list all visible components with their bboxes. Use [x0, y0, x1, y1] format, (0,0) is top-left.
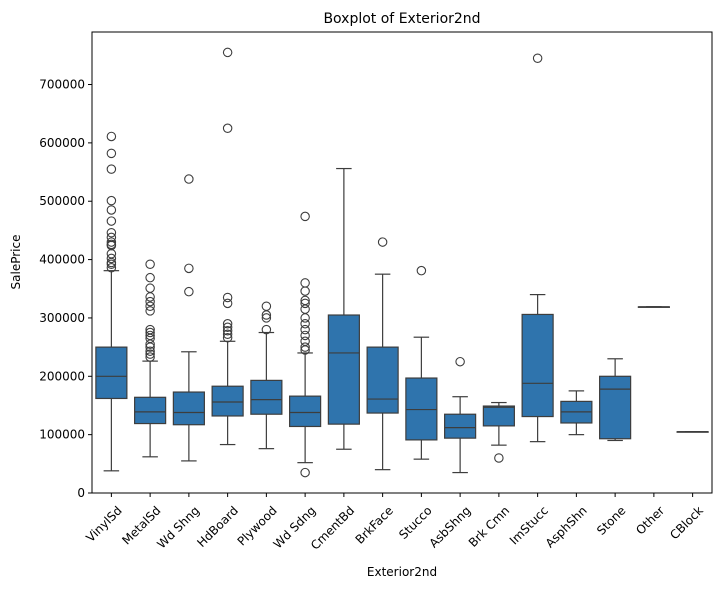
- x-tick-label-cblock: CBlock: [667, 503, 706, 542]
- outlier-wd-sdng: [300, 286, 310, 296]
- y-tick-label: 400000: [39, 253, 85, 267]
- box-cmentbd: [327, 314, 360, 425]
- box-metalsd: [134, 396, 167, 425]
- outlier-hdboard: [222, 47, 233, 58]
- outlier-metalsd: [145, 327, 155, 338]
- outlier-wd-sdng: [300, 467, 310, 478]
- x-tick-label-stone: Stone: [594, 503, 628, 537]
- outlier-wd-sdng: [300, 304, 310, 314]
- outlier-brk-cmn: [494, 453, 504, 463]
- outlier-hdboard: [222, 292, 233, 303]
- outlier-vinylsd: [106, 195, 117, 206]
- x-tick-label-hdboard: HdBoard: [194, 503, 241, 550]
- outlier-metalsd: [145, 301, 155, 312]
- outlier-hdboard: [222, 329, 233, 340]
- outlier-vinylsd: [106, 148, 117, 159]
- outlier-metalsd: [145, 292, 155, 302]
- outlier-metalsd: [145, 342, 155, 352]
- y-tick-label: 300000: [39, 311, 85, 325]
- outlier-wd-sdng: [300, 298, 310, 309]
- outlier-metalsd: [145, 259, 155, 270]
- outlier-metalsd: [145, 346, 155, 356]
- y-tick-label: 700000: [39, 78, 85, 92]
- y-tick-label: 600000: [39, 136, 85, 150]
- outlier-wd-sdng: [300, 345, 310, 355]
- outlier-vinylsd: [106, 253, 117, 264]
- outlier-wd-sdng: [300, 342, 310, 352]
- outlier-wd-sdng: [300, 330, 310, 341]
- plot-area: 0 100000 200000 300000 400000 500000 600000 700…: [39, 31, 713, 553]
- x-tick-label-vinylsd: VinylSd: [83, 503, 124, 544]
- outlier-metalsd: [145, 349, 155, 359]
- x-tick-label-other: Other: [633, 503, 667, 537]
- y-tick-label: 200000: [39, 369, 85, 383]
- x-tick-label-asbshng: AsbShng: [426, 503, 473, 550]
- box-wd-shng: [172, 391, 205, 426]
- box-imstucc: [521, 313, 554, 418]
- x-axis-title: Exterior2nd: [367, 565, 437, 579]
- axes-frame: [91, 31, 713, 494]
- box-vinylsd: [95, 346, 128, 400]
- chart-title: Boxplot of Exterior2nd: [323, 11, 480, 27]
- x-tick-label-brk-cmn: Brk Cmn: [466, 503, 512, 549]
- outlier-metalsd: [145, 296, 155, 307]
- outlier-wd-sdng: [300, 211, 310, 222]
- y-tick-label: 100000: [39, 428, 85, 442]
- outlier-wd-sdng: [300, 313, 310, 323]
- box-wd-sdng: [289, 395, 322, 428]
- outlier-vinylsd: [106, 237, 117, 247]
- outlier-asbshng: [455, 356, 465, 367]
- outlier-metalsd: [145, 306, 155, 316]
- outlier-vinylsd: [106, 131, 117, 142]
- box-plywood: [250, 379, 283, 415]
- outlier-hdboard: [222, 326, 233, 336]
- outlier-vinylsd: [106, 227, 117, 238]
- outlier-vinylsd: [106, 205, 117, 215]
- outlier-wd-sdng: [300, 278, 310, 288]
- x-tick-label-wd-shng: Wd Shng: [154, 503, 202, 551]
- box-hdboard: [211, 385, 244, 417]
- x-tick-label-asphshn: AsphShn: [543, 503, 590, 550]
- outlier-metalsd: [145, 352, 155, 362]
- y-tick-label: 0: [77, 486, 85, 500]
- outlier-imstucc: [532, 53, 543, 64]
- outlier-brkface: [377, 237, 388, 247]
- outlier-hdboard: [222, 322, 233, 333]
- box-brkface: [366, 346, 399, 414]
- outlier-wd-shng: [184, 263, 194, 274]
- outlier-plywood: [261, 313, 272, 323]
- box-asbshng: [444, 413, 477, 439]
- outlier-wd-shng: [184, 286, 194, 297]
- outlier-vinylsd: [106, 216, 117, 226]
- box-brk-cmn: [482, 405, 515, 427]
- outlier-wd-sdng: [300, 319, 310, 329]
- y-tick-label: 500000: [39, 194, 85, 208]
- outlier-metalsd: [145, 272, 155, 283]
- outlier-vinylsd: [106, 259, 117, 270]
- outlier-stucco: [416, 265, 427, 276]
- outlier-hdboard: [222, 123, 233, 134]
- outlier-wd-sdng: [300, 324, 310, 335]
- outlier-plywood: [261, 301, 272, 312]
- y-axis-title: SalePrice: [9, 235, 23, 290]
- outlier-vinylsd: [106, 164, 117, 174]
- outlier-plywood: [261, 324, 272, 335]
- outlier-hdboard: [222, 333, 233, 343]
- box-stone: [599, 375, 632, 440]
- outlier-metalsd: [145, 339, 155, 349]
- x-tick-label-stucco: Stucco: [396, 503, 435, 542]
- outlier-metalsd: [145, 283, 155, 293]
- outlier-wd-shng: [184, 174, 194, 184]
- outlier-plywood: [261, 310, 272, 320]
- outlier-hdboard: [222, 298, 233, 309]
- outlier-hdboard: [222, 319, 233, 329]
- outlier-vinylsd: [106, 263, 117, 273]
- x-tick-label-brkface: BrkFace: [353, 503, 396, 546]
